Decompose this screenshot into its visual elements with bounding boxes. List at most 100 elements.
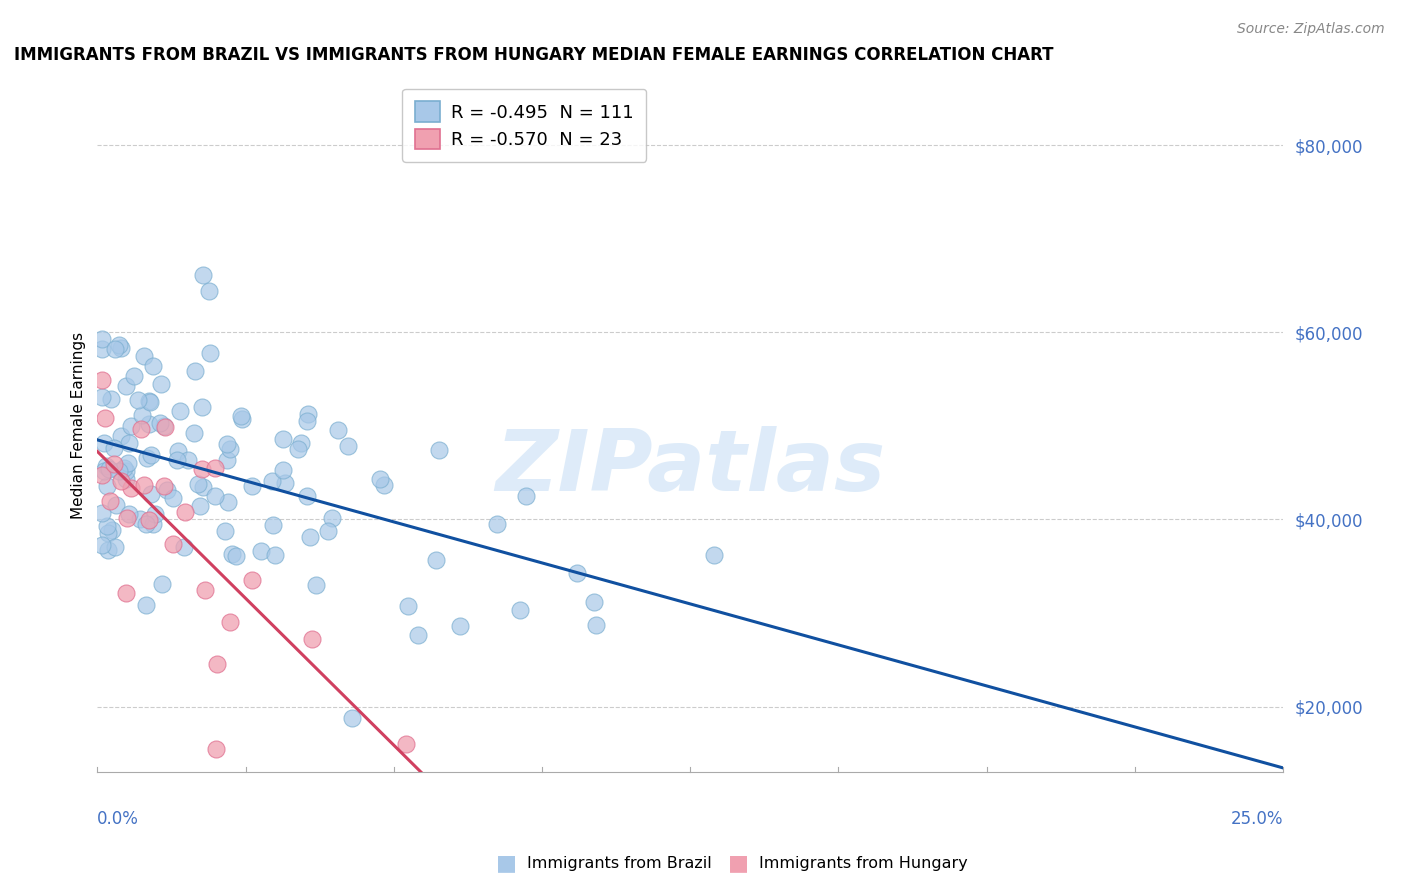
Point [273,463,295,477]
Point [103,442,125,456]
Point [91,332,114,346]
Point [91,468,114,483]
Point [162,537,184,551]
Y-axis label: Median Female Earnings: Median Female Earnings [72,333,86,519]
Point [138,394,160,409]
Point [134,478,156,492]
Point [135,598,157,612]
Point [115,379,138,393]
Point [173,541,195,555]
Point [91,342,114,356]
Point [91,373,114,387]
Point [120,481,142,495]
Point [96,479,118,493]
Point [142,516,165,531]
Point [194,582,217,597]
Point [425,553,447,567]
Point [301,632,323,646]
Point [396,599,419,613]
Point [297,408,319,422]
Point [162,491,184,506]
Point [174,505,197,519]
Point [97,462,120,476]
Point [110,428,132,442]
Point [153,418,176,433]
Point [190,462,212,476]
Point [93,464,115,478]
Point [449,619,471,633]
Point [231,409,253,424]
Point [139,448,162,462]
Point [214,524,236,538]
Point [565,566,588,580]
Point [131,408,153,422]
Text: 25.0%: 25.0% [1230,810,1284,829]
Point [177,452,200,467]
Point [143,508,166,522]
Point [91,506,114,520]
Point [142,359,165,373]
Point [118,436,141,450]
Point [98,494,121,508]
Point [115,464,138,478]
Point [297,490,319,504]
Point [205,657,228,671]
Point [97,542,120,557]
Point [135,450,157,465]
Point [316,524,339,538]
Point [321,511,343,525]
Point [191,400,214,414]
Point [114,586,136,600]
Point [295,414,318,428]
Point [183,364,205,378]
Point [149,416,172,430]
Point [217,495,239,509]
Point [198,345,221,359]
Point [298,530,321,544]
Point [337,439,360,453]
Point [94,458,117,473]
Point [104,499,127,513]
Point [107,338,129,352]
Point [118,508,141,522]
Point [138,513,160,527]
Point [250,544,273,558]
Point [221,547,243,561]
Point [305,578,328,592]
Point [373,478,395,492]
Text: 0.0%: 0.0% [97,810,139,829]
Point [217,453,239,467]
Point [135,517,157,532]
Point [703,548,725,562]
Point [110,341,132,355]
Point [485,516,508,531]
Point [406,628,429,642]
Point [219,442,242,457]
Point [97,526,120,541]
Point [205,741,228,756]
Point [96,519,118,533]
Point [204,461,226,475]
Point [129,422,152,436]
Point [117,511,139,525]
Point [127,392,149,407]
Point [104,343,127,357]
Point [188,499,211,513]
Point [134,349,156,363]
Point [115,472,138,486]
Point [150,577,173,591]
Point [290,435,312,450]
Point [509,603,531,617]
Point [193,480,215,494]
Point [368,472,391,486]
Point [218,615,240,629]
Point [108,464,131,478]
Point [153,478,176,492]
Point [156,483,179,497]
Point [274,476,297,491]
Point [287,442,309,457]
Point [91,390,114,404]
Point [395,737,418,751]
Point [191,268,214,282]
Point [260,474,283,488]
